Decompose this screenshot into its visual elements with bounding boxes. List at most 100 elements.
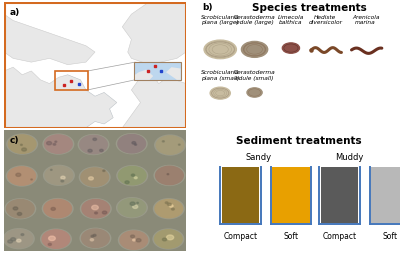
Circle shape: [116, 165, 148, 187]
Circle shape: [48, 236, 55, 241]
Circle shape: [125, 181, 129, 184]
Text: Sediment treatments: Sediment treatments: [236, 136, 362, 146]
Circle shape: [16, 173, 21, 177]
Circle shape: [61, 180, 64, 182]
Circle shape: [8, 167, 36, 185]
Circle shape: [46, 142, 52, 145]
Circle shape: [93, 234, 96, 236]
FancyBboxPatch shape: [134, 62, 182, 81]
Circle shape: [154, 230, 182, 248]
Ellipse shape: [204, 41, 236, 59]
Circle shape: [154, 165, 186, 186]
Circle shape: [162, 238, 167, 241]
Circle shape: [166, 235, 174, 240]
Circle shape: [131, 235, 134, 238]
Circle shape: [118, 199, 146, 217]
Polygon shape: [135, 70, 153, 81]
Circle shape: [154, 135, 186, 156]
Circle shape: [120, 231, 148, 249]
Circle shape: [88, 150, 92, 152]
Polygon shape: [4, 15, 95, 65]
Text: Sandy: Sandy: [246, 152, 272, 162]
Polygon shape: [122, 72, 186, 128]
Circle shape: [100, 150, 103, 152]
Circle shape: [156, 167, 183, 185]
Circle shape: [172, 208, 174, 210]
Text: Compact: Compact: [322, 231, 356, 240]
Text: Compact: Compact: [223, 231, 258, 240]
Text: Scrobicularia
plana (large): Scrobicularia plana (large): [201, 14, 239, 25]
Text: Arenicola
marina: Arenicola marina: [352, 14, 380, 25]
Text: b): b): [202, 3, 212, 12]
Polygon shape: [166, 68, 180, 81]
Circle shape: [167, 174, 169, 175]
Circle shape: [82, 200, 110, 218]
Text: a): a): [10, 8, 20, 17]
Circle shape: [134, 144, 137, 146]
Circle shape: [118, 230, 150, 251]
Circle shape: [90, 239, 94, 241]
Circle shape: [21, 234, 24, 236]
Circle shape: [118, 167, 146, 185]
Circle shape: [79, 228, 112, 249]
Circle shape: [17, 213, 22, 216]
Circle shape: [81, 168, 108, 187]
Bar: [272, 167, 310, 223]
Circle shape: [78, 134, 110, 156]
Circle shape: [11, 238, 16, 241]
Bar: [222, 167, 259, 223]
Ellipse shape: [210, 88, 230, 100]
Circle shape: [4, 198, 36, 219]
Circle shape: [136, 239, 141, 242]
Circle shape: [95, 212, 98, 214]
Polygon shape: [122, 3, 186, 65]
Circle shape: [55, 141, 57, 143]
Ellipse shape: [247, 88, 262, 98]
Circle shape: [22, 148, 26, 151]
Circle shape: [45, 166, 73, 185]
Text: Cerastoderma
edule (small): Cerastoderma edule (small): [234, 70, 276, 81]
Circle shape: [162, 141, 164, 142]
Circle shape: [152, 228, 184, 250]
Circle shape: [31, 179, 32, 180]
Circle shape: [20, 145, 22, 146]
Ellipse shape: [242, 42, 268, 58]
Circle shape: [130, 202, 135, 205]
Circle shape: [82, 229, 109, 247]
Circle shape: [155, 200, 183, 218]
Ellipse shape: [282, 44, 300, 54]
Circle shape: [133, 205, 138, 209]
Circle shape: [91, 235, 94, 237]
Circle shape: [168, 203, 171, 206]
Circle shape: [169, 205, 173, 207]
Circle shape: [6, 134, 38, 155]
Text: Soft: Soft: [382, 231, 398, 240]
Circle shape: [42, 198, 74, 219]
Circle shape: [116, 134, 148, 155]
Circle shape: [3, 228, 35, 249]
Circle shape: [42, 134, 74, 155]
Circle shape: [17, 239, 21, 242]
Text: Limecola
balthica: Limecola balthica: [278, 14, 304, 25]
Bar: [371, 167, 400, 223]
Circle shape: [92, 205, 98, 210]
Text: Muddy: Muddy: [335, 152, 364, 162]
Text: c): c): [10, 136, 19, 145]
Circle shape: [80, 136, 107, 154]
Circle shape: [131, 174, 135, 177]
Circle shape: [79, 167, 111, 188]
Circle shape: [132, 239, 136, 241]
Circle shape: [43, 165, 75, 186]
Circle shape: [132, 142, 136, 145]
Text: Scrobicularia
plana (small): Scrobicularia plana (small): [201, 70, 240, 81]
Text: Species treatments: Species treatments: [252, 3, 366, 13]
Circle shape: [116, 197, 148, 218]
Circle shape: [134, 177, 137, 179]
Circle shape: [80, 198, 112, 219]
Circle shape: [89, 177, 93, 180]
Text: Soft: Soft: [283, 231, 298, 240]
Bar: [321, 167, 358, 223]
Circle shape: [178, 145, 180, 146]
Circle shape: [48, 243, 52, 246]
Circle shape: [6, 200, 34, 218]
